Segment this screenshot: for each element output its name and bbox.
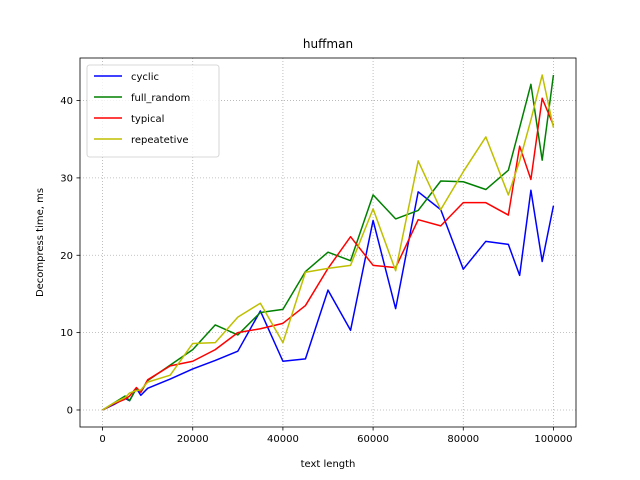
y-tick-label: 20 xyxy=(60,251,73,262)
legend-label-typical: typical xyxy=(131,114,164,125)
legend-label-repeatetive: repeatetive xyxy=(131,135,189,146)
legend-label-cyclic: cyclic xyxy=(131,72,159,83)
series-layer xyxy=(102,74,555,411)
x-tick-label: 60000 xyxy=(357,434,389,445)
plot-frame xyxy=(79,57,577,428)
y-tick-label: 10 xyxy=(60,328,73,339)
y-tick-label: 40 xyxy=(60,96,73,107)
x-tick-label: 100000 xyxy=(534,434,572,445)
x-tick-label: 20000 xyxy=(177,434,209,445)
x-tick-label: 40000 xyxy=(267,434,299,445)
legend-frame xyxy=(86,64,220,158)
y-axis-label: Decompress time, ms xyxy=(35,188,46,297)
x-tick-label: 80000 xyxy=(447,434,479,445)
x-tick-label: 0 xyxy=(99,434,105,445)
y-tick-label: 30 xyxy=(60,173,73,184)
y-tick-label: 0 xyxy=(67,405,73,416)
series-line-repeatetive xyxy=(102,74,555,411)
x-axis-ticks: 0 20000 40000 60000 80000 100000 xyxy=(99,427,573,445)
x-axis-label: text length xyxy=(301,459,356,470)
series-line-typical xyxy=(102,97,555,411)
legend-label-full_random: full_random xyxy=(131,93,190,104)
chart-title: huffman xyxy=(303,37,353,51)
y-axis-ticks: 0 10 20 30 40 xyxy=(60,96,80,416)
